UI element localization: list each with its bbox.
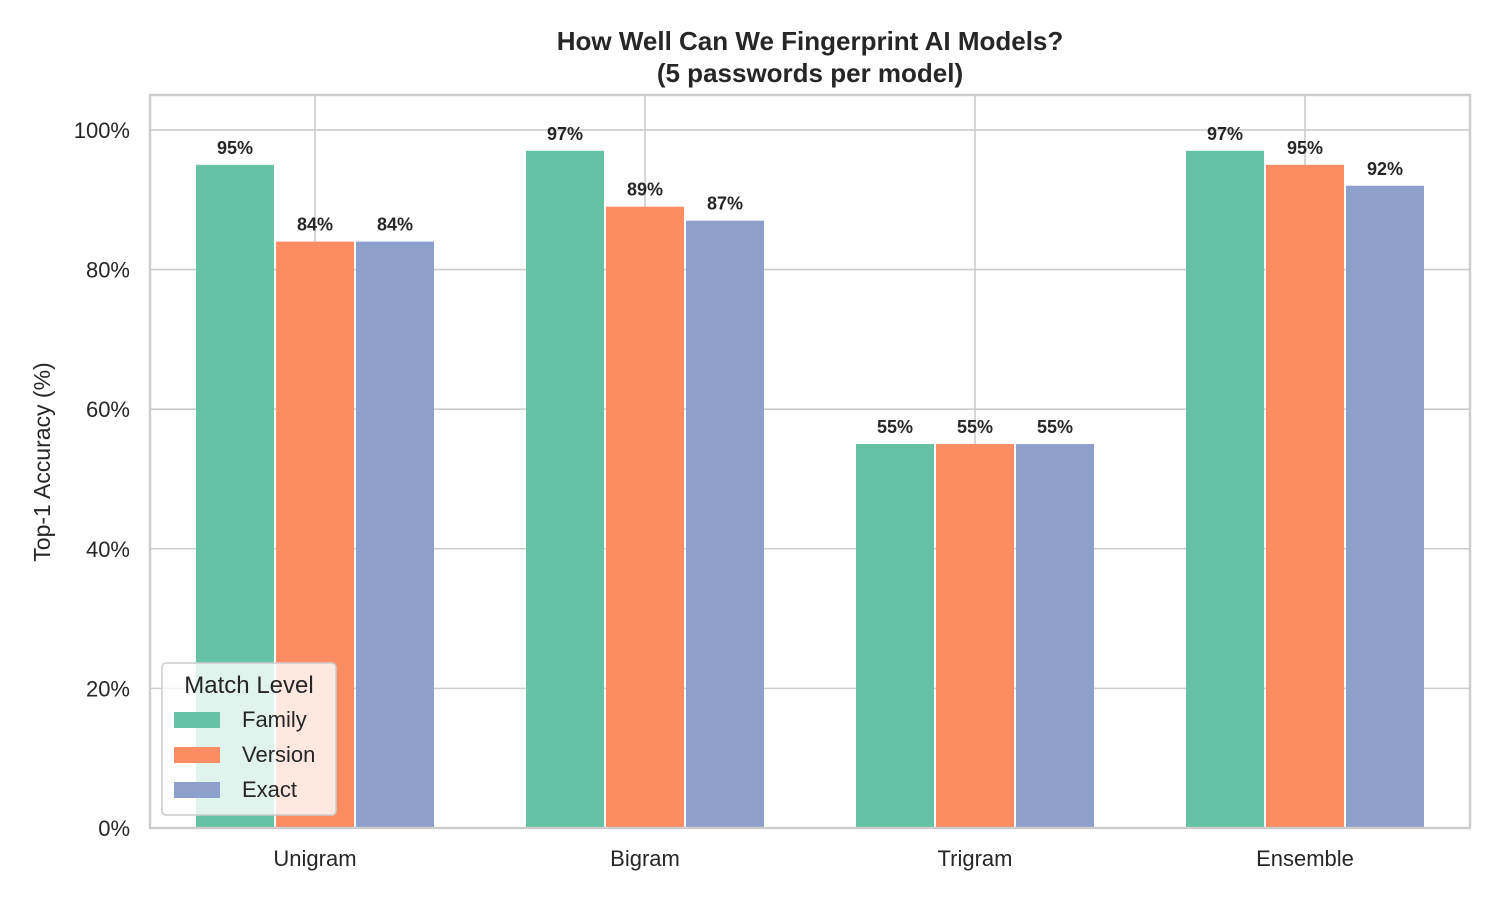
plot-frame xyxy=(148,93,1472,830)
y-tick-label: 0% xyxy=(98,816,130,841)
bar-exact-bigram[interactable] xyxy=(686,220,764,828)
data-label-version-trigram: 55% xyxy=(957,417,993,437)
bar-family-trigram[interactable] xyxy=(856,444,934,828)
y-tick-label: 40% xyxy=(86,537,130,562)
y-axis-label: Top-1 Accuracy (%) xyxy=(29,362,55,561)
bar-family-ensemble[interactable] xyxy=(1186,150,1264,828)
legend-label-version[interactable]: Version xyxy=(242,742,315,767)
bar-exact-trigram[interactable] xyxy=(1016,444,1094,828)
data-label-version-unigram: 84% xyxy=(297,215,333,235)
x-tick-label-trigram: Trigram xyxy=(938,846,1013,871)
data-label-family-trigram: 55% xyxy=(877,417,913,437)
data-label-exact-ensemble: 92% xyxy=(1367,159,1403,179)
legend-swatch-exact xyxy=(174,782,220,798)
data-label-family-bigram: 97% xyxy=(547,124,583,144)
legend-title: Match Level xyxy=(184,672,313,699)
legend-swatch-version xyxy=(174,747,220,763)
data-label-version-bigram: 89% xyxy=(627,180,663,200)
chart-subtitle: (5 passwords per model) xyxy=(657,58,963,88)
data-label-family-unigram: 95% xyxy=(217,138,253,158)
data-label-family-ensemble: 97% xyxy=(1207,124,1243,144)
bar-family-bigram[interactable] xyxy=(526,150,604,828)
bar-version-trigram[interactable] xyxy=(936,444,1014,828)
data-label-exact-bigram: 87% xyxy=(707,194,743,214)
y-axis-ticks: 0% 20% 40% 60% 80% 100% xyxy=(74,118,130,841)
x-tick-label-ensemble: Ensemble xyxy=(1256,846,1354,871)
bar-version-bigram[interactable] xyxy=(606,206,684,828)
bar-exact-unigram[interactable] xyxy=(356,241,434,829)
y-tick-label: 100% xyxy=(74,118,130,143)
chart-title: How Well Can We Fingerprint AI Models? xyxy=(557,26,1064,56)
y-tick-label: 60% xyxy=(86,397,130,422)
x-tick-label-bigram: Bigram xyxy=(610,846,680,871)
y-tick-label: 80% xyxy=(86,258,130,283)
legend-swatch-family xyxy=(174,712,220,728)
data-label-version-ensemble: 95% xyxy=(1287,138,1323,158)
legend-box xyxy=(161,662,337,816)
y-tick-label: 20% xyxy=(86,676,130,701)
data-labels: 95% 84% 84% 97% 89% 87% 55% 55% 55% 97% 95% 92% xyxy=(217,124,1403,437)
x-axis-ticks: Unigram Bigram Trigram Ensemble xyxy=(273,846,1353,871)
bar-version-ensemble[interactable] xyxy=(1266,164,1344,829)
x-tick-label-unigram: Unigram xyxy=(273,846,356,871)
legend-label-exact[interactable]: Exact xyxy=(242,777,297,802)
bar-exact-ensemble[interactable] xyxy=(1346,185,1424,828)
legend-label-family[interactable]: Family xyxy=(242,707,307,732)
data-label-exact-trigram: 55% xyxy=(1037,417,1073,437)
plot-border xyxy=(148,93,1472,830)
data-label-exact-unigram: 84% xyxy=(377,215,413,235)
legend[interactable]: Match Level Family Version Exact xyxy=(161,662,337,816)
